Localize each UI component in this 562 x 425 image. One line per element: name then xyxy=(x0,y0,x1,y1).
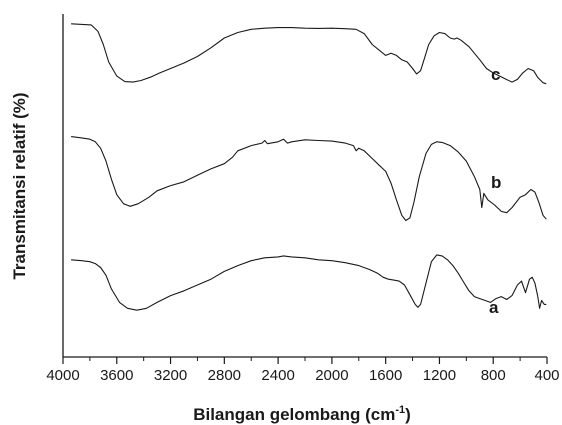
x-tick-label: 800 xyxy=(481,367,506,384)
y-axis-title: Transmitansi relatif (%) xyxy=(10,92,29,279)
x-ticks xyxy=(62,357,548,364)
x-axis-title: Bilangan gelombang (cm-1) xyxy=(193,404,411,424)
x-tick-label: 3200 xyxy=(154,367,187,384)
plot-frame xyxy=(62,14,547,358)
spectrum-line-a xyxy=(71,254,547,311)
x-tick-label: 400 xyxy=(534,367,559,384)
series-lines xyxy=(71,23,547,311)
x-tick-label: 3600 xyxy=(100,367,133,384)
series-label-b: b xyxy=(491,173,501,192)
spectrum-line-b xyxy=(71,136,547,222)
x-tick-label: 2400 xyxy=(261,367,294,384)
x-tick-label: 2800 xyxy=(208,367,241,384)
x-tick-label: 2000 xyxy=(315,367,348,384)
spectrum-line-c xyxy=(71,23,547,85)
x-tick-label: 1200 xyxy=(423,367,456,384)
x-tick-label: 1600 xyxy=(369,367,402,384)
series-label-c: c xyxy=(491,65,500,84)
x-tick-label: 4000 xyxy=(46,367,79,384)
series-label-a: a xyxy=(489,298,499,317)
x-tick-labels: 4000 3600 3200 2800 2400 2000 1600 1200 800 400 xyxy=(46,367,559,384)
series-labels: c b a xyxy=(489,65,501,317)
